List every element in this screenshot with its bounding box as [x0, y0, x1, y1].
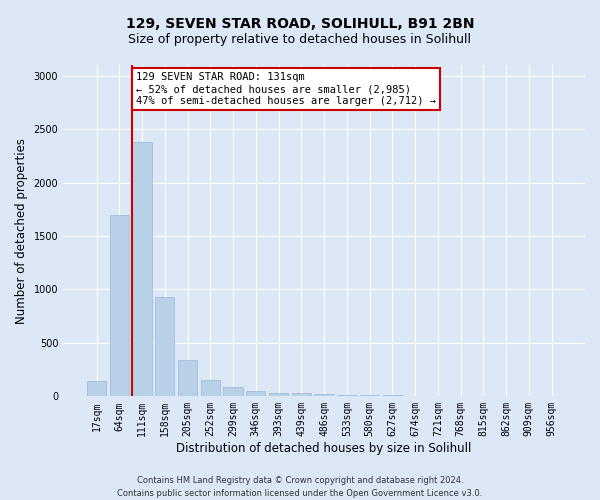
Bar	[314, 394, 334, 396]
Bar	[133, 142, 152, 397]
Bar	[155, 297, 175, 396]
Bar	[110, 214, 129, 396]
Bar	[200, 380, 220, 396]
Bar	[223, 387, 243, 396]
Text: 129 SEVEN STAR ROAD: 131sqm
← 52% of detached houses are smaller (2,985)
47% of : 129 SEVEN STAR ROAD: 131sqm ← 52% of det…	[136, 72, 436, 106]
Bar	[246, 391, 265, 396]
Text: 129, SEVEN STAR ROAD, SOLIHULL, B91 2BN: 129, SEVEN STAR ROAD, SOLIHULL, B91 2BN	[126, 18, 474, 32]
Text: Size of property relative to detached houses in Solihull: Size of property relative to detached ho…	[128, 32, 472, 46]
Bar	[292, 394, 311, 396]
X-axis label: Distribution of detached houses by size in Solihull: Distribution of detached houses by size …	[176, 442, 472, 455]
Bar	[337, 394, 356, 396]
Text: Contains HM Land Registry data © Crown copyright and database right 2024.
Contai: Contains HM Land Registry data © Crown c…	[118, 476, 482, 498]
Bar	[269, 392, 288, 396]
Bar	[178, 360, 197, 397]
Bar	[87, 382, 106, 396]
Y-axis label: Number of detached properties: Number of detached properties	[15, 138, 28, 324]
